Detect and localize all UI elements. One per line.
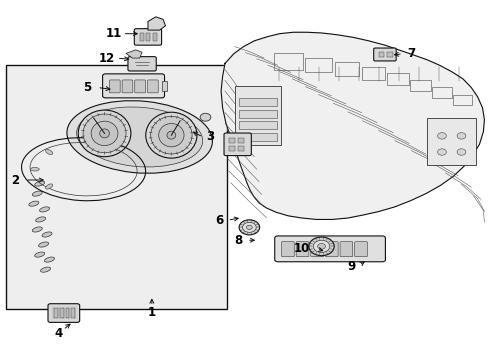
Bar (427, 118, 475, 165)
Text: 1: 1 (147, 306, 156, 319)
Bar (334, 62, 358, 76)
Text: 3: 3 (206, 130, 214, 144)
Text: 5: 5 (83, 81, 91, 94)
Bar (238, 110, 276, 118)
Ellipse shape (308, 237, 333, 256)
Ellipse shape (158, 123, 183, 147)
Bar (273, 53, 303, 69)
Bar (238, 98, 276, 106)
Bar (60, 309, 63, 318)
Text: 7: 7 (407, 47, 414, 60)
FancyBboxPatch shape (122, 80, 133, 93)
Polygon shape (221, 32, 484, 220)
Text: 12: 12 (99, 51, 115, 64)
Bar (238, 121, 276, 129)
Ellipse shape (313, 240, 329, 252)
Text: 11: 11 (105, 27, 122, 40)
Ellipse shape (29, 201, 39, 206)
Bar (161, 81, 167, 91)
Bar (71, 309, 75, 318)
Text: 6: 6 (215, 214, 223, 227)
FancyBboxPatch shape (48, 304, 80, 322)
Bar (238, 145, 244, 150)
FancyBboxPatch shape (296, 242, 308, 257)
Ellipse shape (42, 232, 52, 237)
Ellipse shape (36, 217, 45, 222)
Bar (378, 51, 384, 57)
FancyBboxPatch shape (134, 29, 161, 45)
Ellipse shape (83, 114, 126, 153)
Text: 4: 4 (54, 327, 62, 340)
Bar (305, 58, 331, 72)
Bar (238, 138, 244, 143)
FancyBboxPatch shape (128, 57, 156, 71)
FancyBboxPatch shape (224, 133, 251, 156)
Bar (431, 87, 451, 98)
FancyBboxPatch shape (102, 74, 164, 98)
Ellipse shape (77, 107, 202, 167)
Ellipse shape (32, 227, 42, 232)
FancyBboxPatch shape (339, 242, 352, 257)
Ellipse shape (100, 129, 109, 138)
Ellipse shape (246, 225, 252, 229)
Ellipse shape (317, 243, 325, 249)
Ellipse shape (44, 257, 54, 262)
FancyBboxPatch shape (373, 48, 395, 61)
FancyBboxPatch shape (274, 236, 385, 262)
Bar (386, 73, 408, 85)
Ellipse shape (145, 112, 197, 158)
Ellipse shape (200, 113, 210, 121)
Ellipse shape (456, 149, 465, 155)
Bar (386, 51, 392, 57)
FancyBboxPatch shape (325, 242, 337, 257)
Ellipse shape (45, 149, 53, 154)
FancyBboxPatch shape (135, 80, 145, 93)
Ellipse shape (35, 181, 44, 186)
Bar (361, 67, 384, 80)
Bar (65, 309, 69, 318)
Bar (234, 86, 281, 145)
Bar (140, 33, 144, 41)
Bar (238, 133, 276, 140)
Polygon shape (126, 50, 142, 58)
FancyBboxPatch shape (354, 242, 366, 257)
FancyBboxPatch shape (147, 80, 158, 93)
Ellipse shape (39, 242, 48, 247)
Text: 9: 9 (347, 260, 355, 273)
Ellipse shape (91, 121, 118, 145)
Ellipse shape (45, 184, 53, 189)
Bar (452, 95, 471, 105)
Ellipse shape (437, 133, 446, 139)
Polygon shape (148, 17, 165, 30)
Bar (146, 33, 150, 41)
Bar (229, 145, 235, 150)
Bar (229, 138, 235, 143)
Bar (5, 65, 227, 309)
Ellipse shape (30, 167, 39, 171)
Text: 8: 8 (234, 234, 242, 247)
Ellipse shape (456, 133, 465, 139)
Ellipse shape (239, 220, 259, 235)
Ellipse shape (67, 101, 212, 173)
Ellipse shape (32, 191, 42, 196)
Bar (54, 309, 58, 318)
Ellipse shape (40, 207, 49, 212)
Text: 2: 2 (11, 174, 20, 186)
Text: 10: 10 (293, 242, 310, 255)
Ellipse shape (437, 149, 446, 155)
FancyBboxPatch shape (310, 242, 323, 257)
Bar (409, 80, 430, 91)
Ellipse shape (41, 267, 50, 272)
Ellipse shape (78, 110, 131, 157)
FancyBboxPatch shape (109, 80, 120, 93)
Ellipse shape (242, 222, 256, 232)
Ellipse shape (35, 252, 44, 257)
Bar (153, 33, 157, 41)
FancyBboxPatch shape (281, 242, 294, 257)
Ellipse shape (166, 131, 175, 139)
Ellipse shape (150, 116, 192, 154)
